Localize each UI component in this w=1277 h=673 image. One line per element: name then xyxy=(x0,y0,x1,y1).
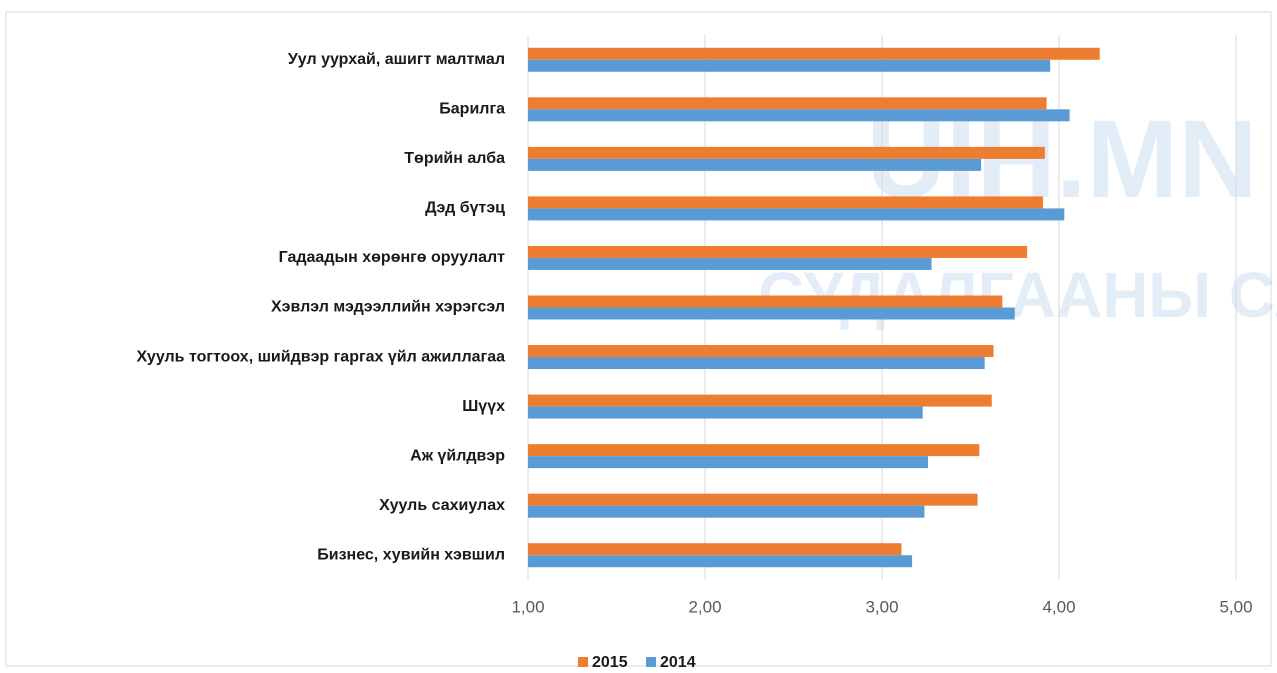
y-tick-label: Төрийн алба xyxy=(404,150,505,167)
y-tick-label: Дэд бүтэц xyxy=(425,200,505,217)
bar xyxy=(528,196,1044,209)
bar xyxy=(528,357,985,370)
x-tick-label: 3,00 xyxy=(865,597,898,616)
y-tick-label: Хууль тогтоох, шийдвэр гаргах үйл ажилла… xyxy=(136,348,505,365)
legend-label: 2014 xyxy=(660,654,696,668)
bar xyxy=(528,444,980,457)
bar xyxy=(528,345,994,358)
x-tick-label: 2,00 xyxy=(688,597,721,616)
bar xyxy=(528,97,1047,110)
bar xyxy=(528,245,1028,258)
bar xyxy=(528,394,992,407)
bar xyxy=(528,543,902,556)
legend-swatch xyxy=(578,657,588,667)
x-tick-label: 5,00 xyxy=(1219,597,1252,616)
bar xyxy=(528,47,1100,60)
y-tick-label: Аж үйлдвэр xyxy=(410,447,505,464)
bar xyxy=(528,208,1065,221)
legend-swatch xyxy=(646,657,656,667)
bar xyxy=(528,59,1051,72)
bar xyxy=(528,146,1045,159)
bar xyxy=(528,257,932,270)
y-tick-label: Шүүх xyxy=(462,398,505,415)
x-tick-label: 1,00 xyxy=(511,597,544,616)
bar xyxy=(528,456,929,469)
y-tick-label: Гадаадын хөрөнгө оруулалт xyxy=(279,249,506,266)
y-tick-label: Хууль сахиулах xyxy=(379,497,505,514)
legend-label: 2015 xyxy=(592,654,628,668)
bar xyxy=(528,295,1003,308)
y-tick-label: Бизнес, хувийн хэвшил xyxy=(317,546,505,563)
bar xyxy=(528,505,925,518)
y-tick-label: Хэвлэл мэдээллийн хэрэгсэл xyxy=(271,299,505,316)
bar xyxy=(528,158,982,171)
bar xyxy=(528,555,913,568)
y-tick-label: Уул уурхай, ашигт малтмал xyxy=(288,51,505,68)
bar xyxy=(528,406,923,419)
bar xyxy=(528,109,1070,122)
y-tick-label: Барилга xyxy=(439,101,505,118)
bar xyxy=(528,307,1015,320)
bar xyxy=(528,493,978,506)
x-tick-label: 4,00 xyxy=(1042,597,1075,616)
